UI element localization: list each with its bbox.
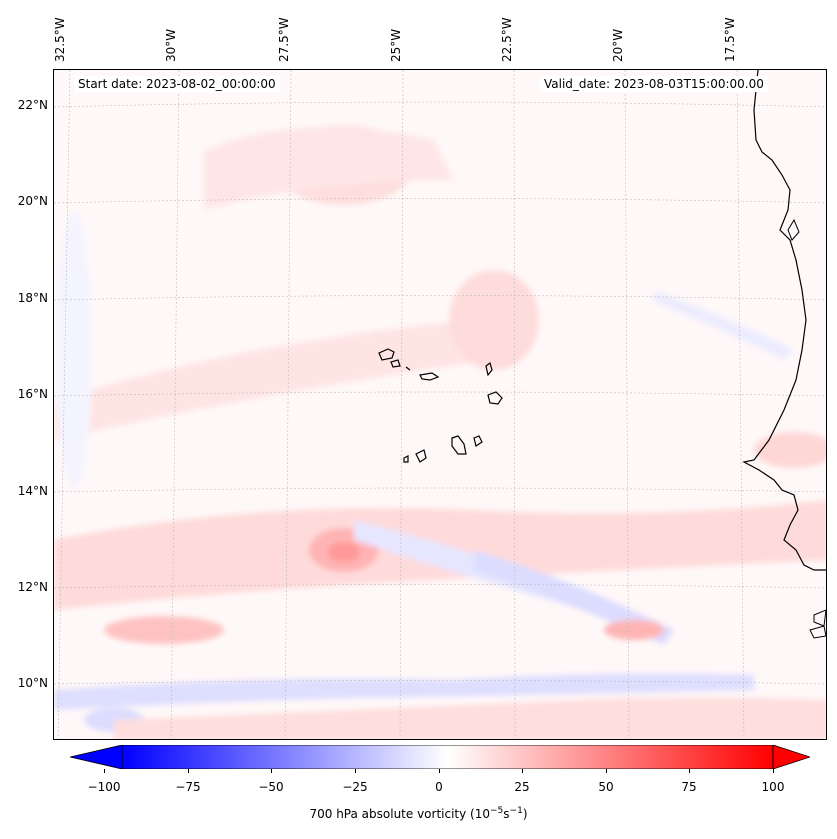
cb-tickmark <box>355 769 356 773</box>
vorticity-map <box>53 69 827 740</box>
africa-coastline <box>742 70 826 571</box>
lat-label-14n: 14°N <box>17 484 48 498</box>
cb-tickmark <box>104 769 105 773</box>
lon-label-22-5w: 22.5°W <box>500 17 514 62</box>
cb-tickmark <box>522 769 523 773</box>
lat-label-18n: 18°N <box>17 291 48 305</box>
cb-tickmark <box>689 769 690 773</box>
cb-tick-label: 100 <box>761 780 785 794</box>
cb-tick-label: 75 <box>681 780 697 794</box>
cb-tick-label: −25 <box>342 780 368 794</box>
lat-label-16n: 16°N <box>17 387 48 401</box>
lon-label-25w: 25°W <box>389 28 403 62</box>
cb-tickmark <box>773 769 774 773</box>
cb-tick-label: −100 <box>87 780 121 794</box>
cb-tick-label: 0 <box>435 780 443 794</box>
lon-label-27-5w: 27.5°W <box>277 17 291 62</box>
lon-label-32-5w: 32.5°W <box>53 17 67 62</box>
cb-tick-label: 25 <box>514 780 530 794</box>
cb-tickmark <box>439 769 440 773</box>
lon-label-20w: 20°W <box>611 28 625 62</box>
lat-label-10n: 10°N <box>17 676 48 690</box>
cb-tickmark <box>606 769 607 773</box>
lon-label-30w: 30°W <box>164 28 178 62</box>
lat-label-22n: 22°N <box>17 98 48 112</box>
cb-tick-label: −50 <box>258 780 284 794</box>
vorticity-shading <box>54 125 826 739</box>
lat-label-20n: 20°N <box>17 194 48 208</box>
colorbar-gradient <box>69 744 812 770</box>
colorbar <box>69 744 812 770</box>
vorticity-field <box>54 70 826 739</box>
cb-tickmark <box>271 769 272 773</box>
lat-label-12n: 12°N <box>17 580 48 594</box>
cape-verde-islands <box>378 348 503 463</box>
cb-tickmark <box>188 769 189 773</box>
cb-tick-label: 50 <box>598 780 614 794</box>
start-date-label: Start date: 2023-08-02_00:00:00 <box>74 76 280 92</box>
cb-tick-label: −75 <box>175 780 201 794</box>
lon-label-17-5w: 17.5°W <box>723 17 737 62</box>
colorbar-label: 700 hPa absolute vorticity (10−5s−1) <box>309 806 528 821</box>
valid-date-label: Valid_date: 2023-08-03T15:00:00.00 <box>540 76 768 92</box>
